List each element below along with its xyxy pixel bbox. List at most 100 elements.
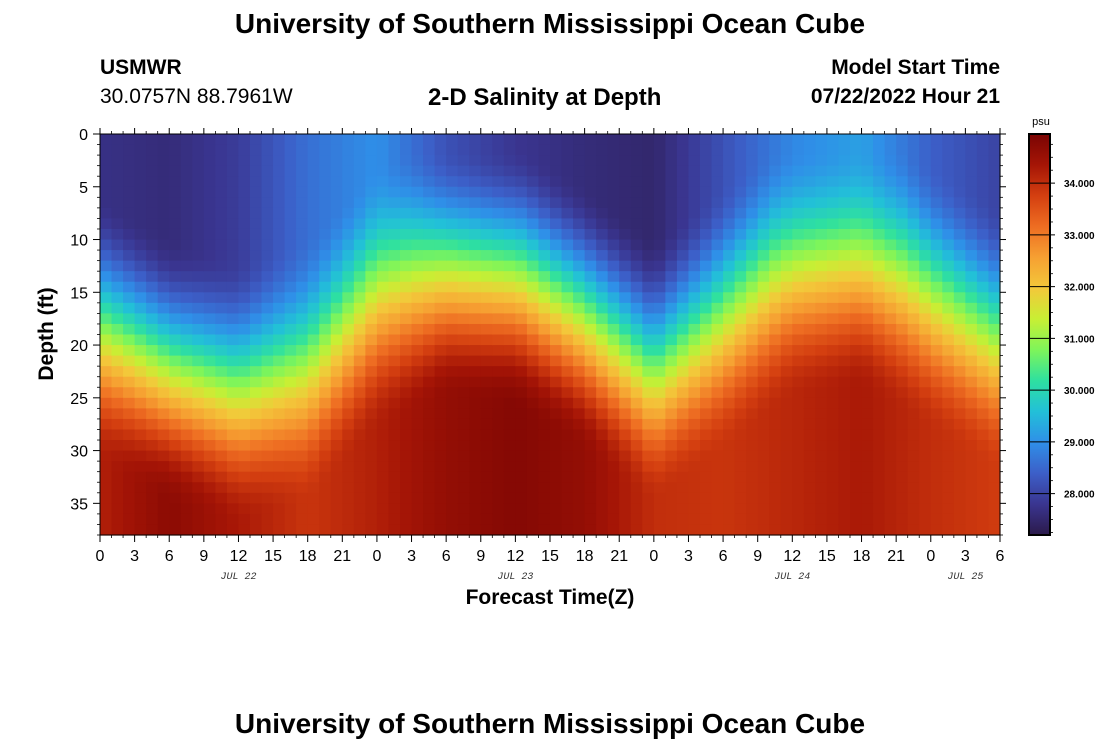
heatmap-cell <box>100 440 113 452</box>
heatmap-cell <box>861 461 874 473</box>
heatmap-cell <box>376 323 390 336</box>
heatmap-cell <box>238 176 251 188</box>
heatmap-cell <box>711 492 724 504</box>
heatmap-cell <box>665 260 678 272</box>
heatmap-cell <box>653 524 666 536</box>
heatmap-cell <box>238 397 251 409</box>
heatmap-cell <box>169 482 182 494</box>
heatmap-cell <box>630 313 643 325</box>
heatmap-cell <box>469 440 482 452</box>
heatmap-cell <box>376 387 390 399</box>
heatmap-cell <box>111 323 124 336</box>
heatmap-cell <box>157 271 170 283</box>
heatmap-cell <box>157 302 170 314</box>
heatmap-cell <box>215 408 228 420</box>
heatmap-cell <box>307 134 320 146</box>
heatmap-cell <box>826 345 840 357</box>
heatmap-cell <box>192 239 205 251</box>
heatmap-cell <box>988 207 1001 220</box>
heatmap-cell <box>515 418 528 431</box>
heatmap-cell <box>134 292 147 304</box>
heatmap-cell <box>850 218 863 230</box>
heatmap-cell <box>734 345 747 357</box>
heatmap-cell <box>896 271 909 283</box>
heatmap-cell <box>342 207 355 220</box>
heatmap-cell <box>180 429 193 441</box>
heatmap-cell <box>469 345 482 357</box>
heatmap-cell <box>815 387 828 399</box>
heatmap-cell <box>826 366 840 378</box>
heatmap-cell <box>769 260 782 272</box>
heatmap-cell <box>896 302 909 314</box>
heatmap-cell <box>261 345 274 357</box>
heatmap-cell <box>711 165 724 177</box>
heatmap-cell <box>607 482 620 494</box>
heatmap-cell <box>838 250 851 262</box>
heatmap-cell <box>711 503 724 515</box>
heatmap-cell <box>226 418 240 431</box>
heatmap-cell <box>619 366 632 378</box>
heatmap-cell <box>215 334 228 346</box>
heatmap-cell <box>365 134 378 146</box>
heatmap-cell <box>584 176 597 188</box>
heatmap-cell <box>492 323 505 336</box>
heatmap-cell <box>734 144 747 156</box>
heatmap-cell <box>596 250 609 262</box>
heatmap-cell <box>919 355 932 367</box>
heatmap-cell <box>584 281 597 293</box>
heatmap-cell <box>411 323 424 336</box>
heatmap-cell <box>873 355 886 367</box>
heatmap-cell <box>596 408 609 420</box>
heatmap-cell <box>376 281 390 293</box>
heatmap-cell <box>469 271 482 283</box>
heatmap-cell <box>284 503 297 515</box>
heatmap-cell <box>619 207 632 220</box>
heatmap-cell <box>273 271 286 283</box>
heatmap-cell <box>111 250 124 262</box>
heatmap-cell <box>757 197 770 209</box>
heatmap-cell <box>550 450 563 462</box>
heatmap-cell <box>538 313 551 325</box>
heatmap-cell <box>203 376 216 388</box>
heatmap-cell <box>619 440 632 452</box>
heatmap-cell <box>169 513 182 526</box>
heatmap-cell <box>492 165 505 177</box>
heatmap-cell <box>861 207 874 220</box>
heatmap-cell <box>376 513 390 526</box>
heatmap-cell <box>284 165 297 177</box>
heatmap-cell <box>307 408 320 420</box>
heatmap-cell <box>388 418 401 431</box>
heatmap-cell <box>423 228 436 241</box>
heatmap-cell <box>480 313 493 325</box>
heatmap-cell <box>803 334 816 346</box>
heatmap-cell <box>169 176 182 188</box>
heatmap-cell <box>861 250 874 262</box>
heatmap-cell <box>930 302 943 314</box>
heatmap-cell <box>284 260 297 272</box>
heatmap-cell <box>953 313 966 325</box>
heatmap-cell <box>146 228 159 241</box>
heatmap-cell <box>976 176 990 188</box>
heatmap-cell <box>250 155 263 167</box>
heatmap-cell <box>388 271 401 283</box>
heatmap-cell <box>457 366 470 378</box>
heatmap-cell <box>596 429 609 441</box>
heatmap-cell <box>411 418 424 431</box>
heatmap-cell <box>157 218 170 230</box>
heatmap-cell <box>123 355 136 367</box>
heatmap-cell <box>261 302 274 314</box>
heatmap-cell <box>746 440 759 452</box>
heatmap-cell <box>538 345 551 357</box>
heatmap-cell <box>388 345 401 357</box>
heatmap-cell <box>526 292 540 304</box>
heatmap-cell <box>907 323 920 336</box>
heatmap-cell <box>815 144 828 156</box>
heatmap-cell <box>919 429 932 441</box>
heatmap-cell <box>330 218 343 230</box>
heatmap-cell <box>203 471 216 483</box>
heatmap-cell <box>746 376 759 388</box>
heatmap-cell <box>700 144 713 156</box>
heatmap-cell <box>861 334 874 346</box>
heatmap-cell <box>688 387 701 399</box>
x-tick-label: 6 <box>996 548 1005 565</box>
